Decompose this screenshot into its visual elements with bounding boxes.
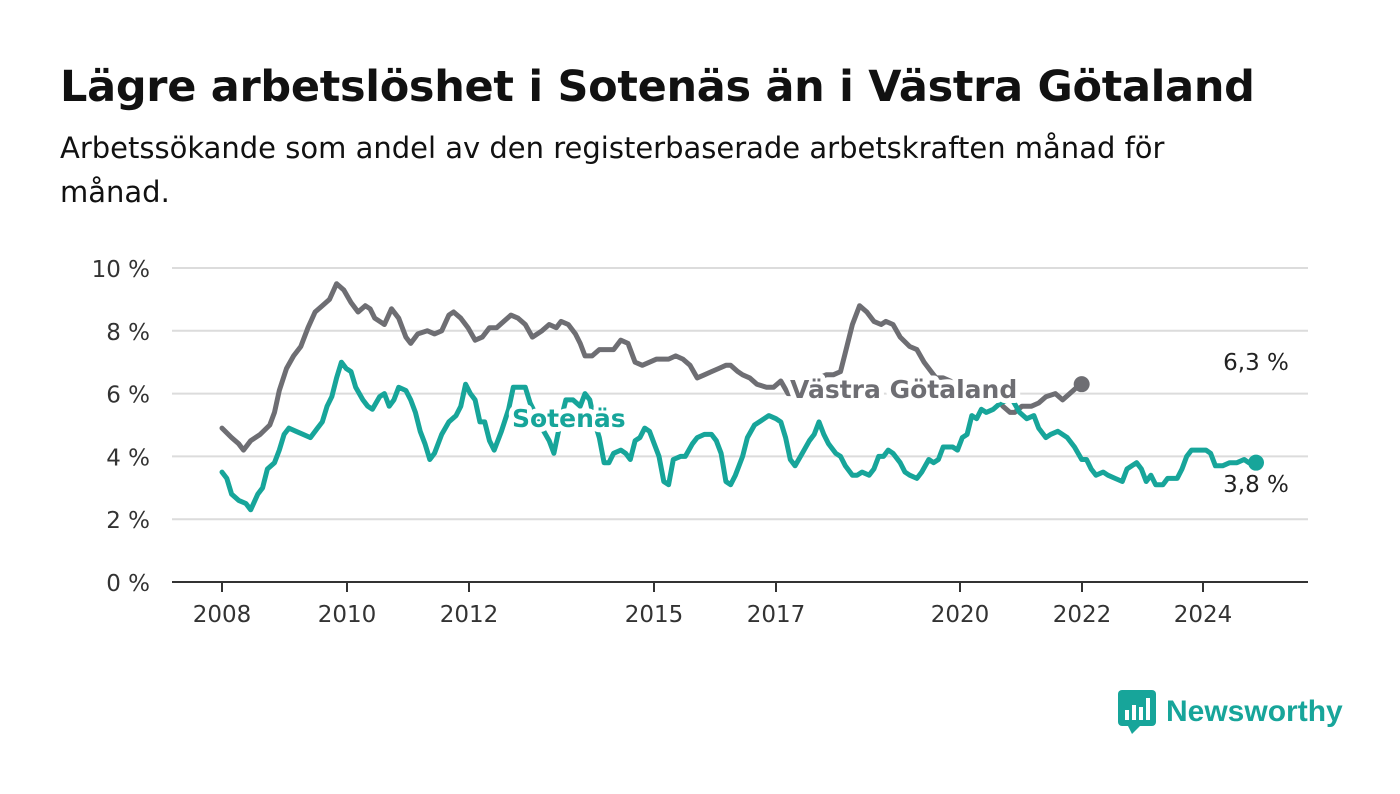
x-tick-label: 2012 [440, 602, 499, 628]
series-label-vastra-gotaland: Västra Götaland [790, 375, 1017, 404]
y-tick-label: 6 % [106, 383, 150, 409]
x-tick-label: 2010 [318, 602, 377, 628]
x-tick-label: 2022 [1053, 602, 1112, 628]
y-tick-label: 0 % [106, 571, 150, 597]
chart-subtitle: Arbetssökande som andel av den registerb… [60, 131, 1165, 209]
x-tick-label: 2024 [1174, 602, 1233, 628]
x-tick-label: 2015 [625, 602, 684, 628]
newsworthy-logo-icon [1118, 690, 1156, 734]
y-tick-label: 10 % [92, 257, 150, 283]
brand-logo: Newsworthy [1118, 688, 1343, 736]
end-point-marker [1073, 376, 1090, 393]
series-line-sotenas [219, 359, 1259, 513]
brand-name: Newsworthy [1166, 695, 1343, 728]
x-tick-label: 2017 [747, 602, 806, 628]
end-value-label: 6,3 % [1223, 350, 1289, 376]
y-tick-label: 2 % [106, 508, 150, 534]
y-tick-label: 4 % [106, 445, 150, 471]
series-line-vastra-gotaland [219, 281, 1085, 453]
series-lines [219, 281, 1264, 513]
x-axis: 2008 2010 2012 2015 2017 2020 2022 2024 [172, 581, 1308, 628]
x-tick-label: 2020 [931, 602, 990, 628]
series-label-sotenas: Sotenäs [512, 404, 626, 433]
series-labels: Sotenäs Västra Götaland 6,3 % 3,8 % [507, 347, 1292, 501]
end-value-label: 3,8 % [1223, 472, 1289, 498]
grid-lines [172, 267, 1308, 521]
x-tick-label: 2008 [193, 602, 252, 628]
chart-title: Lägre arbetslöshet i Sotenäs än i Västra… [60, 62, 1255, 112]
y-axis-ticks: 0 % 2 % 4 % 6 % 8 % 10 % [92, 257, 150, 597]
end-point-marker [1248, 454, 1264, 471]
y-tick-label: 8 % [106, 320, 150, 346]
